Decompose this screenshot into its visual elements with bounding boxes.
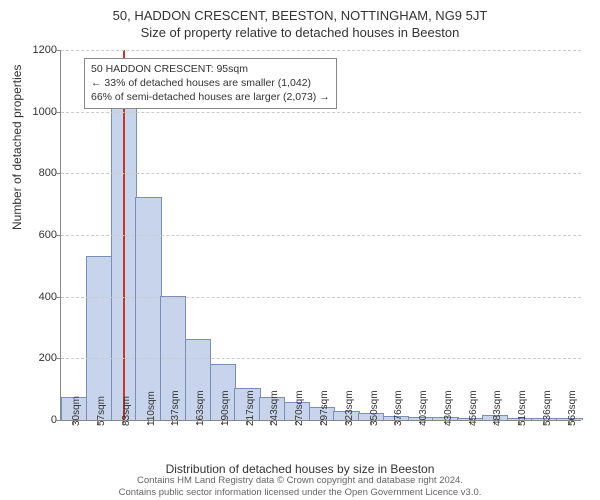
y-tick-label: 600 (17, 229, 61, 241)
x-tick-label: 403sqm (418, 390, 429, 426)
x-tick-label: 137sqm (170, 390, 181, 426)
x-tick-label: 456sqm (468, 390, 479, 426)
footer-line2: Contains public sector information licen… (0, 487, 600, 498)
title-sub: Size of property relative to detached ho… (0, 23, 600, 40)
footer-line1: Contains HM Land Registry data © Crown c… (0, 475, 600, 486)
grid-line (61, 235, 581, 236)
y-tick-label: 0 (17, 414, 61, 426)
y-tick-label: 1000 (17, 106, 61, 118)
y-tick-mark (56, 112, 61, 113)
x-tick-label: 563sqm (567, 390, 578, 426)
x-tick-label: 243sqm (269, 390, 280, 426)
x-tick-label: 323sqm (344, 390, 355, 426)
x-tick-label: 190sqm (220, 390, 231, 426)
x-tick-label: 110sqm (146, 391, 157, 426)
chart-container: 50, HADDON CRESCENT, BEESTON, NOTTINGHAM… (0, 0, 600, 500)
grid-line (61, 358, 581, 359)
y-tick-mark (56, 235, 61, 236)
x-tick-label: 163sqm (195, 390, 206, 426)
y-tick-label: 800 (17, 167, 61, 179)
x-tick-label: 57sqm (96, 396, 107, 426)
y-tick-mark (56, 358, 61, 359)
y-tick-label: 200 (17, 352, 61, 364)
y-tick-label: 400 (17, 291, 61, 303)
x-tick-label: 270sqm (294, 390, 305, 426)
callout-box: 50 HADDON CRESCENT: 95sqm ← 33% of detac… (84, 58, 337, 109)
x-tick-label: 350sqm (369, 390, 380, 426)
callout-line2: ← 33% of detached houses are smaller (1,… (91, 76, 330, 90)
grid-line (61, 297, 581, 298)
x-tick-label: 430sqm (443, 390, 454, 426)
bar (135, 197, 161, 420)
x-tick-label: 536sqm (542, 390, 553, 426)
grid-line (61, 112, 581, 113)
x-tick-label: 510sqm (517, 390, 528, 426)
y-tick-mark (56, 420, 61, 421)
callout-line3: 66% of semi-detached houses are larger (… (91, 90, 330, 104)
y-tick-mark (56, 50, 61, 51)
x-tick-label: 83sqm (121, 396, 132, 426)
x-tick-label: 217sqm (245, 390, 256, 426)
x-tick-label: 297sqm (319, 390, 330, 426)
footer: Contains HM Land Registry data © Crown c… (0, 475, 600, 498)
title-main: 50, HADDON CRESCENT, BEESTON, NOTTINGHAM… (0, 0, 600, 23)
y-tick-label: 1200 (17, 44, 61, 56)
grid-line (61, 50, 581, 51)
grid-line (61, 173, 581, 174)
y-tick-mark (56, 173, 61, 174)
x-tick-label: 30sqm (71, 396, 82, 426)
x-tick-label: 483sqm (492, 390, 503, 426)
callout-line1: 50 HADDON CRESCENT: 95sqm (91, 62, 330, 76)
y-tick-mark (56, 297, 61, 298)
y-axis-label: Number of detached properties (10, 65, 24, 230)
x-tick-label: 376sqm (393, 390, 404, 426)
x-axis-label: Distribution of detached houses by size … (0, 462, 600, 476)
